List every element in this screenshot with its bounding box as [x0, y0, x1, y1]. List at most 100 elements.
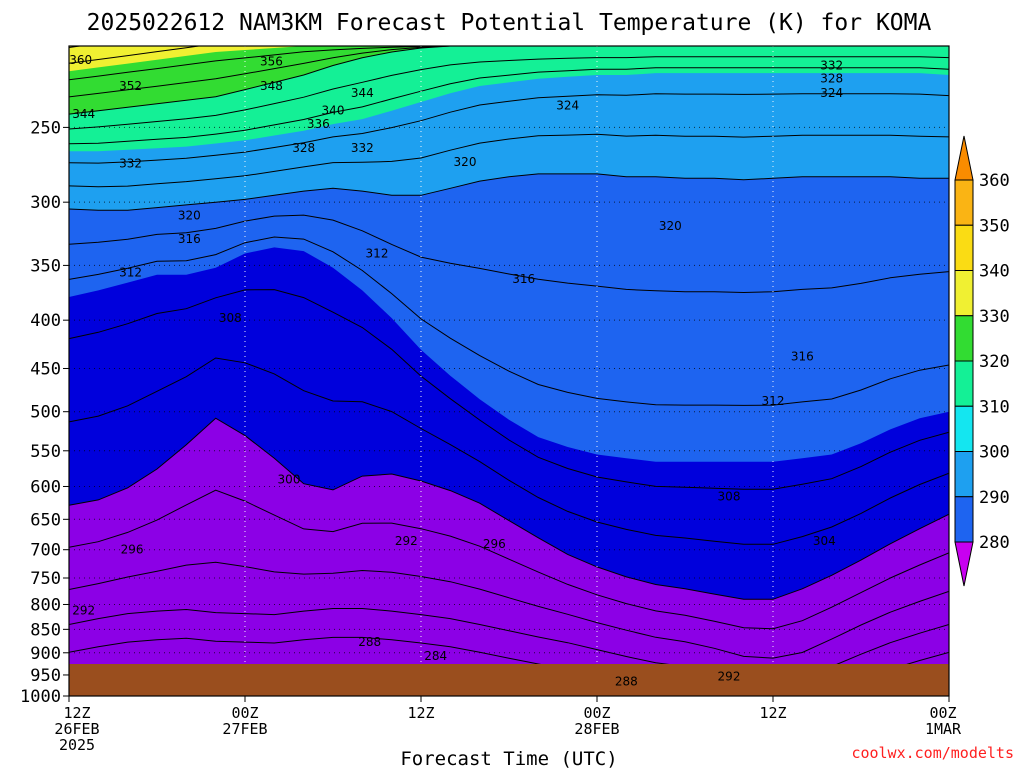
contour-label: 312 [762, 394, 785, 408]
contour-label: 332 [820, 59, 843, 73]
colorbar-segment [954, 315, 974, 362]
contour-304 [69, 357, 949, 545]
contour-label: 356 [260, 55, 283, 69]
credit-text: coolwx.com/modelts [851, 744, 1014, 762]
y-tick-label: 400 [30, 311, 61, 331]
contour-label: 312 [366, 247, 389, 261]
x-axis-label: Forecast Time (UTC) [400, 748, 617, 768]
contour-label: 316 [791, 349, 814, 363]
colorbar-label: 300 [979, 443, 1010, 463]
y-tick-label: 950 [30, 666, 61, 686]
y-axis: 250 300 350 400 450 500 550 600 650 700 750 800 850 9… [20, 118, 69, 707]
y-tick-label: 750 [30, 569, 61, 589]
contour-label: 292 [72, 604, 95, 618]
contour-label: 352 [119, 79, 142, 93]
colorbar-segment [954, 496, 974, 543]
y-tick-label: 1000 [20, 687, 61, 707]
contour-label: 328 [292, 141, 315, 155]
contour-label: 304 [813, 534, 836, 548]
y-tick-label: 350 [30, 256, 61, 276]
contour-324 [69, 133, 949, 188]
contour-label: 320 [659, 219, 682, 233]
contour-320 [69, 173, 949, 211]
colorbar-label: 330 [979, 307, 1010, 327]
contour-316 [69, 214, 949, 294]
gridlines [68, 46, 950, 697]
x-tick-label: 00Z [929, 704, 956, 722]
colorbar-label: 290 [979, 488, 1010, 508]
contour-312 [69, 236, 949, 406]
x-tick-label: 26FEB [54, 720, 99, 738]
y-tick-label: 500 [30, 403, 61, 423]
contour-label: 320 [454, 155, 477, 169]
y-tick-label: 650 [30, 510, 61, 530]
x-tick-label: 12Z [759, 704, 786, 722]
contour-label: 344 [72, 107, 95, 121]
colorbar-bottom-arrow [954, 541, 974, 587]
colorbar-label: 340 [979, 262, 1010, 282]
y-tick-label: 450 [30, 359, 61, 379]
band-350 [69, 46, 949, 72]
colorbar-segment [954, 270, 974, 317]
contour-label: 308 [718, 490, 741, 504]
y-tick-label: 600 [30, 477, 61, 497]
contour-300 [69, 417, 949, 600]
x-tick-label: 2025 [59, 736, 95, 754]
contour-label: 324 [820, 86, 843, 100]
x-tick-label: 28FEB [574, 720, 619, 738]
colorbar-segment [954, 405, 974, 452]
contour-348 [69, 46, 949, 81]
y-tick-label: 550 [30, 442, 61, 462]
colorbar: 360 350 340 330 320 310 300 290 280 [954, 135, 1010, 587]
y-tick-label: 900 [30, 644, 61, 664]
contour-label: 300 [278, 473, 301, 487]
colorbar-label: 280 [979, 533, 1010, 553]
contour-label: 316 [178, 232, 201, 246]
colorbar-top-arrow [954, 135, 974, 181]
colorbar-segment [954, 179, 974, 226]
x-tick-label: 12Z [63, 704, 90, 722]
y-tick-label: 850 [30, 620, 61, 640]
colorbar-label: 320 [979, 352, 1010, 372]
y-tick-label: 250 [30, 118, 61, 138]
contour-label: 336 [307, 117, 330, 131]
contour-label: 308 [219, 311, 242, 325]
colorbar-segment [954, 360, 974, 407]
colorbar-label: 310 [979, 397, 1010, 417]
y-tick-label: 300 [30, 193, 61, 213]
contour-label: 292 [395, 534, 418, 548]
contour-label: 312 [119, 265, 142, 279]
contour-label: 340 [322, 104, 345, 118]
x-tick-label: 12Z [407, 704, 434, 722]
contour-336 [69, 56, 949, 130]
band-340 [69, 46, 949, 115]
contour-label: 320 [178, 209, 201, 223]
contour-340 [69, 46, 949, 115]
x-tick-label: 27FEB [222, 720, 267, 738]
contour-label: 284 [424, 649, 447, 663]
contour-292 [69, 561, 949, 659]
contour-label: 324 [556, 98, 579, 112]
contour-label: 292 [718, 669, 741, 683]
contour-label: 328 [820, 72, 843, 86]
contour-308 [69, 289, 949, 490]
ground-surface [69, 664, 949, 696]
contour-328 [69, 93, 949, 164]
colorbar-label: 360 [979, 171, 1010, 191]
contour-lines [69, 46, 949, 696]
contour-label: 296 [483, 537, 506, 551]
contour-label: 332 [351, 141, 374, 155]
contour-label: 332 [119, 156, 142, 170]
x-tick-label: 00Z [583, 704, 610, 722]
y-tick-label: 700 [30, 541, 61, 561]
contour-label: 296 [121, 543, 144, 557]
plot-frame [68, 45, 950, 697]
contour-label: 288 [615, 674, 638, 688]
contour-332 [69, 67, 949, 145]
contour-label: 348 [260, 79, 283, 93]
colorbar-label: 350 [979, 216, 1010, 236]
y-tick-label: 800 [30, 595, 61, 615]
